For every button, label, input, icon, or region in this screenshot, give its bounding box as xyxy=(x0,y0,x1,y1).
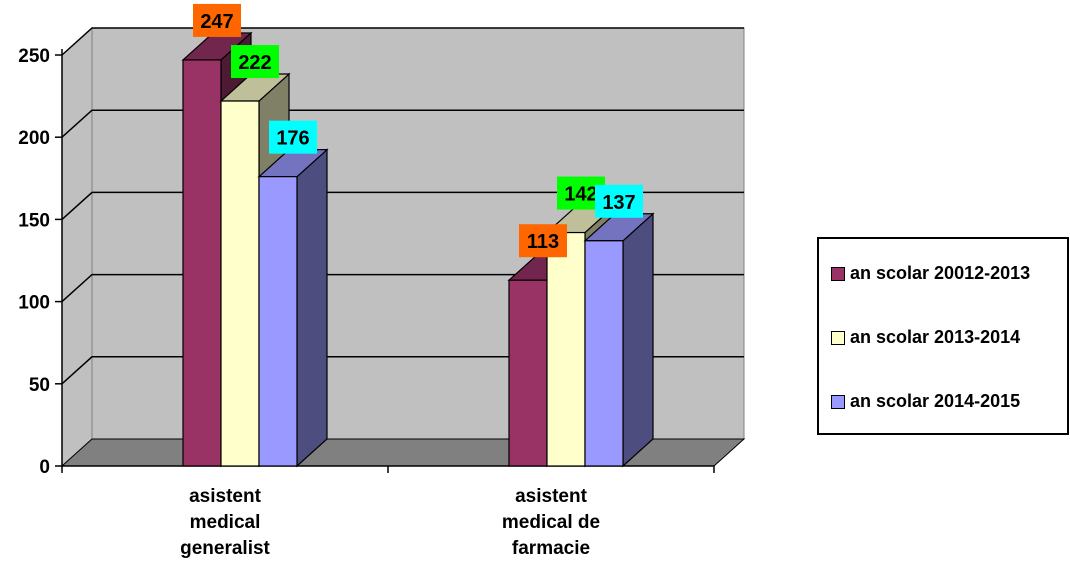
data-label-text: 113 xyxy=(527,231,559,253)
legend-label-series-3: an scolar 2014-2015 xyxy=(850,391,1020,412)
bar xyxy=(221,101,259,466)
side-wall xyxy=(62,28,92,466)
data-label-text: 247 xyxy=(200,11,233,33)
data-label-text: 142 xyxy=(564,184,597,206)
x-tick-label: asistent xyxy=(515,486,587,507)
x-tick-label: medical de xyxy=(502,512,600,533)
y-tick-label: 250 xyxy=(18,46,50,67)
legend-label-series-1: an scolar 20012-2013 xyxy=(850,263,1030,284)
bar-side xyxy=(623,214,653,466)
data-label-text: 176 xyxy=(276,128,309,150)
y-tick-label: 150 xyxy=(18,210,50,231)
x-tick-label: asistent xyxy=(189,486,261,507)
y-tick-label: 50 xyxy=(29,375,50,396)
x-tick-label: medical xyxy=(190,512,261,533)
legend-item-series-3: an scolar 2014-2015 xyxy=(831,391,1020,412)
legend-item-series-2: an scolar 2013-2014 xyxy=(831,327,1020,348)
data-label: 176 xyxy=(269,121,317,154)
bar xyxy=(259,177,297,466)
legend-item-series-1: an scolar 20012-2013 xyxy=(831,263,1030,284)
data-label: 247 xyxy=(193,4,241,37)
bar xyxy=(547,233,585,466)
y-tick-label: 100 xyxy=(18,293,50,314)
bar xyxy=(183,60,221,466)
x-tick-label: generalist xyxy=(180,538,270,559)
legend-swatch-series-3 xyxy=(831,395,845,409)
data-label: 113 xyxy=(519,224,567,257)
legend: an scolar 20012-2013 an scolar 2013-2014… xyxy=(817,237,1069,435)
y-tick-label: 200 xyxy=(18,128,50,149)
data-label: 222 xyxy=(231,45,279,78)
legend-label-series-2: an scolar 2013-2014 xyxy=(850,327,1020,348)
legend-swatch-series-1 xyxy=(831,267,845,281)
bar xyxy=(585,241,623,466)
x-tick-label: farmacie xyxy=(512,538,590,559)
bar-side xyxy=(297,150,327,466)
data-label-text: 137 xyxy=(602,192,635,214)
data-label: 137 xyxy=(595,185,643,218)
data-label-text: 222 xyxy=(238,52,271,74)
y-tick-label: 0 xyxy=(39,457,50,478)
bar xyxy=(509,280,547,466)
legend-swatch-series-2 xyxy=(831,331,845,345)
